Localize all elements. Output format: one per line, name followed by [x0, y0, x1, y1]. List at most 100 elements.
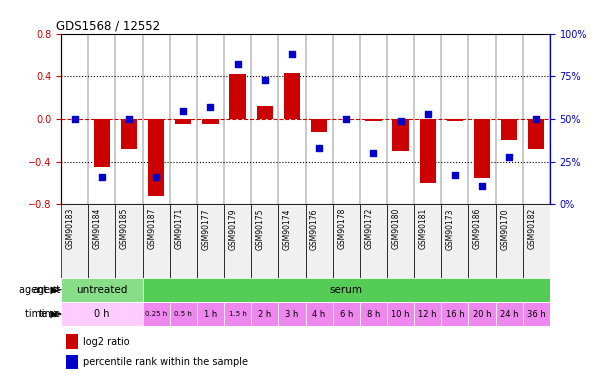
- Point: [70, 116, 79, 122]
- Bar: [496, 302, 523, 326]
- Text: GSM90182: GSM90182: [527, 208, 536, 249]
- Text: 20 h: 20 h: [473, 310, 491, 319]
- Bar: [392, 119, 409, 151]
- Bar: [61, 204, 88, 278]
- Point: [178, 108, 188, 114]
- Bar: [523, 302, 550, 326]
- Text: untreated: untreated: [76, 285, 128, 295]
- Point: [287, 51, 297, 57]
- Text: 4 h: 4 h: [312, 310, 326, 319]
- Bar: [306, 204, 332, 278]
- Bar: [360, 204, 387, 278]
- Bar: [115, 204, 142, 278]
- Text: GSM90179: GSM90179: [229, 208, 238, 249]
- Bar: [332, 302, 360, 326]
- Text: GSM90176: GSM90176: [310, 208, 319, 249]
- Text: 0.25 h: 0.25 h: [145, 311, 167, 317]
- Bar: [523, 204, 550, 278]
- Bar: [66, 334, 78, 349]
- Point: [124, 116, 134, 122]
- Bar: [224, 204, 251, 278]
- Text: 1 h: 1 h: [204, 310, 217, 319]
- Text: agent ▶: agent ▶: [19, 285, 58, 295]
- Bar: [387, 204, 414, 278]
- Text: 2 h: 2 h: [258, 310, 271, 319]
- Bar: [306, 302, 332, 326]
- Bar: [447, 119, 463, 121]
- Text: GSM90177: GSM90177: [202, 208, 210, 249]
- Bar: [61, 302, 142, 326]
- Text: GDS1568 / 12552: GDS1568 / 12552: [56, 20, 160, 33]
- Bar: [93, 119, 110, 167]
- Bar: [414, 302, 441, 326]
- Bar: [332, 204, 360, 278]
- Text: 16 h: 16 h: [445, 310, 464, 319]
- Bar: [197, 302, 224, 326]
- Bar: [441, 302, 469, 326]
- Bar: [175, 119, 191, 124]
- Text: GSM90171: GSM90171: [174, 208, 183, 249]
- Bar: [142, 278, 550, 302]
- Text: GSM90183: GSM90183: [65, 208, 75, 249]
- Point: [504, 154, 514, 160]
- Text: 3 h: 3 h: [285, 310, 299, 319]
- Bar: [251, 204, 279, 278]
- Text: 0 h: 0 h: [94, 309, 109, 319]
- Bar: [202, 119, 219, 124]
- Text: GSM90185: GSM90185: [120, 208, 129, 249]
- Point: [97, 174, 107, 180]
- Bar: [284, 73, 300, 119]
- Text: 1.5 h: 1.5 h: [229, 311, 247, 317]
- Text: GSM90186: GSM90186: [473, 208, 482, 249]
- Bar: [230, 74, 246, 119]
- Bar: [387, 302, 414, 326]
- Bar: [142, 204, 170, 278]
- Point: [396, 118, 406, 124]
- Point: [233, 62, 243, 68]
- Bar: [170, 204, 197, 278]
- Bar: [311, 119, 327, 132]
- Text: agent: agent: [32, 285, 60, 295]
- Text: GSM90173: GSM90173: [446, 208, 455, 249]
- Bar: [420, 119, 436, 183]
- Bar: [441, 204, 469, 278]
- Bar: [469, 204, 496, 278]
- Point: [423, 111, 433, 117]
- Bar: [224, 302, 251, 326]
- Bar: [66, 355, 78, 369]
- Text: 24 h: 24 h: [500, 310, 518, 319]
- Point: [314, 145, 324, 151]
- Bar: [142, 302, 170, 326]
- Text: GSM90170: GSM90170: [500, 208, 509, 249]
- Text: percentile rank within the sample: percentile rank within the sample: [83, 357, 248, 367]
- Point: [368, 150, 378, 156]
- Text: GSM90178: GSM90178: [337, 208, 346, 249]
- Text: 10 h: 10 h: [391, 310, 410, 319]
- Point: [152, 174, 161, 180]
- Bar: [121, 119, 137, 149]
- Bar: [414, 204, 441, 278]
- Bar: [474, 119, 490, 178]
- Bar: [88, 204, 115, 278]
- Text: GSM90180: GSM90180: [392, 208, 401, 249]
- Text: time ▶: time ▶: [25, 309, 58, 319]
- Point: [477, 183, 487, 189]
- Point: [342, 116, 351, 122]
- Text: 6 h: 6 h: [340, 310, 353, 319]
- Text: GSM90172: GSM90172: [364, 208, 373, 249]
- Text: GSM90174: GSM90174: [283, 208, 292, 249]
- Bar: [528, 119, 544, 149]
- Text: GSM90181: GSM90181: [419, 208, 428, 249]
- Point: [205, 104, 215, 110]
- Bar: [257, 106, 273, 119]
- Bar: [360, 302, 387, 326]
- Bar: [251, 302, 279, 326]
- Bar: [501, 119, 518, 140]
- Text: serum: serum: [330, 285, 363, 295]
- Bar: [469, 302, 496, 326]
- Bar: [170, 302, 197, 326]
- Text: GSM90175: GSM90175: [256, 208, 265, 249]
- Text: 8 h: 8 h: [367, 310, 380, 319]
- Text: log2 ratio: log2 ratio: [83, 336, 130, 346]
- Bar: [365, 119, 381, 121]
